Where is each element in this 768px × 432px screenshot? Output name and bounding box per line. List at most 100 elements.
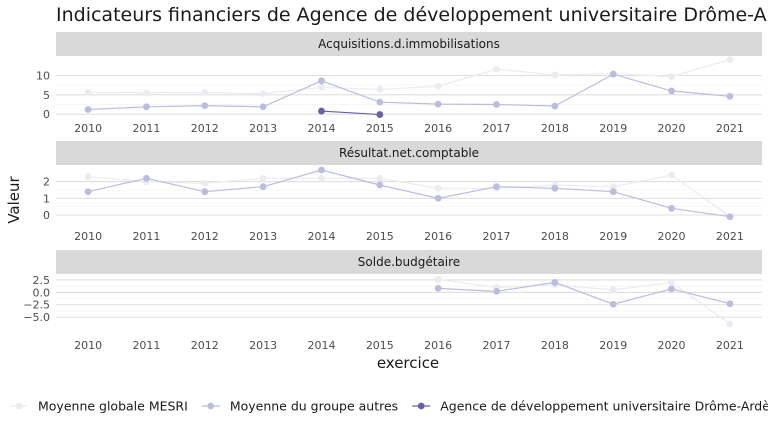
data-point: [318, 166, 325, 174]
data-point: [376, 181, 384, 189]
x-tick-label: 2017: [483, 122, 511, 135]
data-point: [609, 300, 617, 308]
x-tick-label: 2014: [307, 230, 335, 243]
data-point: [84, 89, 92, 96]
data-point: [493, 65, 500, 73]
data-point: [726, 92, 734, 100]
data-point: [551, 279, 559, 286]
data-point: [143, 103, 150, 111]
data-point: [668, 73, 675, 80]
series-line: [438, 278, 731, 325]
facet-strip: [56, 32, 762, 56]
data-point: [434, 82, 442, 90]
data-point: [434, 100, 442, 108]
facet-panel: Résultat.net.comptable 0 1 2 2010 2011 2012 201…: [43, 141, 762, 243]
data-point: [609, 70, 617, 78]
x-tick-label: 2013: [249, 339, 277, 352]
data-point: [726, 320, 734, 328]
data-point: [143, 174, 150, 182]
x-tick-label: 2015: [366, 339, 394, 352]
facet-strip-label: Acquisitions.d.immobilisations: [318, 37, 500, 51]
data-point: [376, 98, 384, 106]
x-tick-label: 2019: [599, 230, 627, 243]
x-tick-label: 2020: [658, 122, 686, 135]
facet-strip-label: Résultat.net.comptable: [339, 146, 479, 160]
facet-strip: [56, 250, 762, 274]
data-point: [201, 179, 209, 187]
y-tick-label: 5: [43, 89, 50, 102]
data-point: [376, 85, 384, 93]
y-tick-label: −2.5: [23, 299, 50, 312]
x-tick-label: 2011: [132, 122, 160, 135]
data-point: [609, 183, 617, 191]
x-tick-label: 2021: [716, 339, 744, 352]
x-tick-label: 2012: [191, 230, 219, 243]
data-point: [668, 204, 675, 212]
series: [318, 107, 384, 118]
data-point: [84, 106, 92, 113]
y-tick-label: 0: [43, 209, 50, 222]
legend: Moyenne globale MESRI Moyenne du groupe a…: [10, 399, 768, 414]
x-tick-label: 2017: [483, 230, 511, 243]
data-point: [201, 102, 209, 110]
data-point: [493, 183, 500, 191]
x-tick-label: 2014: [307, 122, 335, 135]
data-point: [493, 101, 500, 108]
series-line: [87, 169, 730, 218]
legend-key-point: [207, 402, 215, 410]
facet-panel: Acquisitions.d.immobilisations 0 5 10 2010 20…: [36, 32, 762, 135]
data-point: [143, 89, 150, 97]
data-point: [318, 84, 325, 91]
data-point: [726, 300, 734, 308]
facet-panel: Solde.budgétaire 2.50.0−2.5−5.0 2010 2011 20…: [23, 250, 762, 352]
series: [84, 70, 734, 113]
series-line: [321, 110, 380, 116]
legend-key-point: [417, 402, 425, 410]
facet-strip-label: Solde.budgétaire: [358, 255, 460, 269]
data-point: [259, 183, 267, 191]
data-point: [493, 287, 500, 295]
x-tick-label: 2011: [132, 339, 160, 352]
series-line: [438, 281, 731, 305]
x-tick-label: 2016: [424, 122, 452, 135]
data-point: [609, 286, 617, 294]
data-point: [201, 89, 209, 96]
data-point: [201, 188, 209, 196]
legend-label: Agence de développement universitaire Dr…: [440, 399, 768, 414]
data-point: [84, 173, 92, 181]
x-tick-label: 2016: [424, 230, 452, 243]
chart-title: Indicateurs financiers de Agence de déve…: [56, 4, 768, 26]
data-point: [434, 284, 442, 292]
data-point: [259, 90, 267, 98]
data-point: [434, 184, 442, 192]
x-tick-label: 2010: [74, 122, 102, 135]
y-tick-label: −5.0: [23, 311, 50, 324]
x-tick-label: 2018: [541, 122, 569, 135]
y-tick-label: 2: [43, 176, 50, 189]
data-point: [551, 102, 559, 110]
y-tick-label: 1: [43, 192, 50, 205]
y-tick-label: 2.5: [33, 274, 51, 287]
series: [84, 56, 734, 98]
facet-panels: Acquisitions.d.immobilisations 0 5 10 2010 20…: [23, 32, 762, 352]
series-line: [88, 58, 731, 95]
data-point: [551, 184, 559, 192]
x-tick-label: 2011: [132, 230, 160, 243]
x-tick-label: 2010: [74, 230, 102, 243]
series: [84, 166, 734, 221]
legend-item: Agence de développement universitaire Dr…: [412, 399, 768, 414]
data-point: [434, 276, 442, 283]
data-point: [434, 194, 442, 202]
x-tick-label: 2018: [541, 339, 569, 352]
y-axis-title: Valeur: [5, 175, 23, 223]
x-tick-label: 2013: [249, 122, 277, 135]
series: [84, 171, 734, 221]
legend-item: Moyenne du groupe autres: [201, 399, 398, 414]
series-line: [88, 174, 731, 218]
data-point: [668, 279, 675, 286]
data-point: [318, 174, 325, 182]
series-line: [88, 73, 730, 111]
x-tick-label: 2021: [716, 122, 744, 135]
y-tick-label: 10: [36, 69, 50, 82]
